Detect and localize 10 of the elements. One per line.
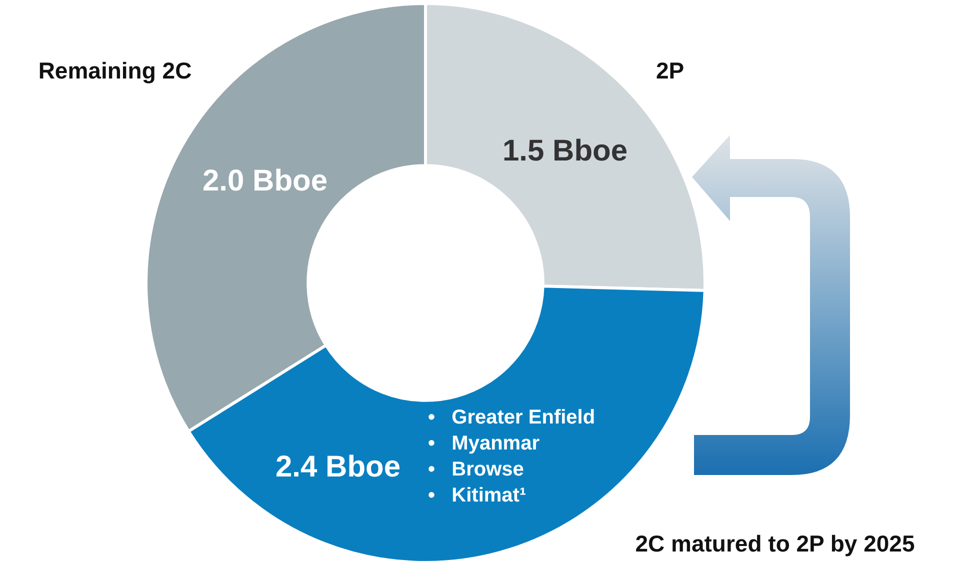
slice-label: 2P xyxy=(656,57,684,84)
slice-label: 2C matured to 2P by 2025 xyxy=(635,530,915,556)
data-label: 1.5 Bboe xyxy=(502,134,628,168)
text: • Browse xyxy=(428,458,524,481)
slice-label: Remaining 2C xyxy=(38,57,192,84)
data-label: 2.4 Bboe xyxy=(275,450,401,484)
text: • Greater Enfield xyxy=(428,406,596,429)
text: • Myanmar xyxy=(428,432,540,455)
text: • Kitimat¹ xyxy=(428,484,526,507)
data-label: 2.0 Bboe xyxy=(202,164,328,198)
